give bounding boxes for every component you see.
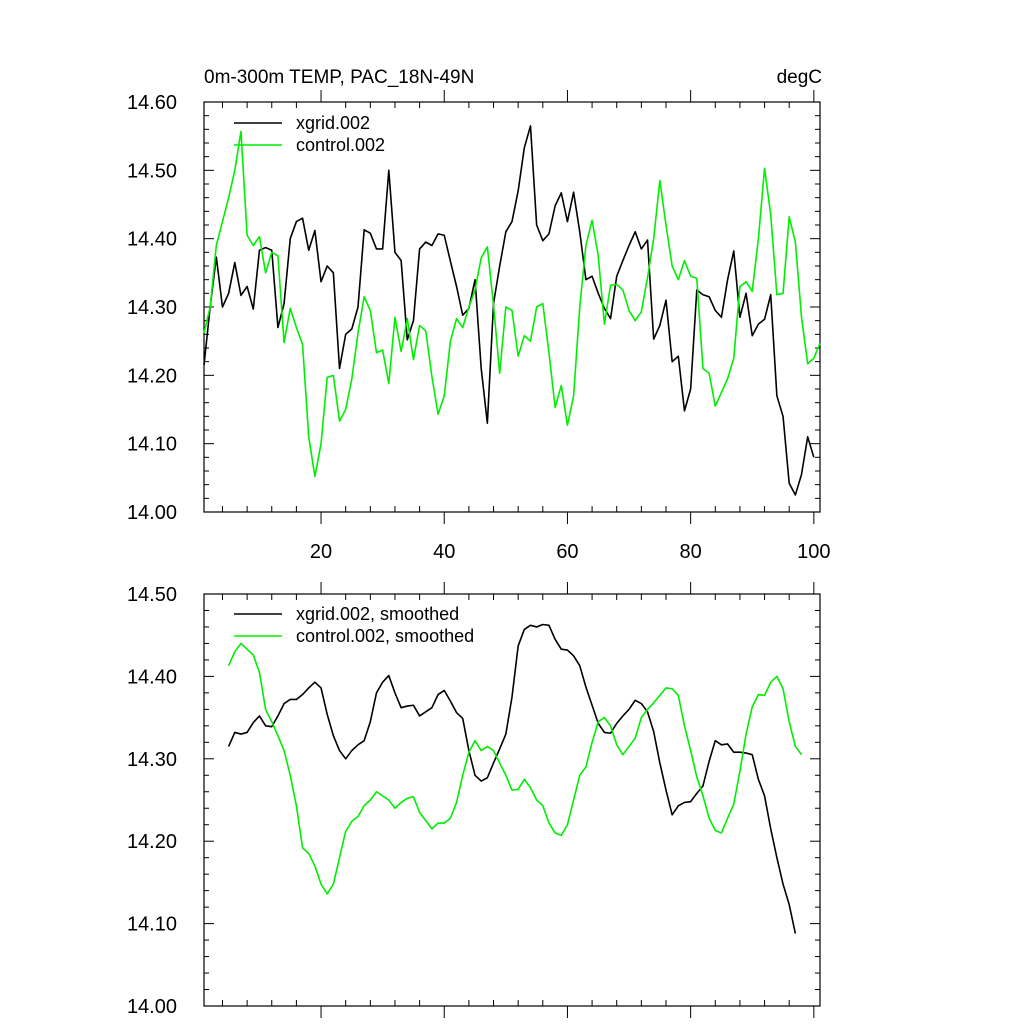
x-tick-label: 100 [797, 541, 830, 563]
y-tick-label: 14.50 [127, 584, 177, 606]
y-tick-label: 14.10 [127, 914, 177, 936]
axis-ticks [204, 582, 820, 1018]
plot-frame [203, 593, 821, 1007]
chart-panel-raw: 0m-300m TEMP, PAC_18N-49N degC 14.00 14.… [127, 67, 831, 563]
y-tick-label: 14.40 [127, 666, 177, 688]
y-axis-tick-labels: 14.00 14.10 14.20 14.30 14.40 14.50 [127, 584, 177, 1018]
y-axis-tick-labels: 14.00 14.10 14.20 14.30 14.40 14.50 14.6… [127, 92, 177, 524]
units-label: degC [777, 67, 822, 88]
x-axis-tick-labels: 20 40 60 80 100 [310, 541, 831, 563]
axis-ticks [204, 90, 820, 524]
chart-panel-smoothed: 14.00 14.10 14.20 14.30 14.40 14.50 xgri… [127, 582, 821, 1018]
plot-frame [203, 101, 821, 513]
y-tick-label: 14.20 [127, 831, 177, 853]
y-tick-label: 14.30 [127, 297, 177, 319]
series-lines [227, 623, 803, 934]
legend: xgrid.002 control.002 [234, 113, 385, 155]
series-line-control-002 [203, 130, 821, 478]
series-lines [203, 125, 821, 496]
legend: xgrid.002, smoothed control.002, smoothe… [234, 604, 474, 646]
legend-label-control-smoothed: control.002, smoothed [296, 626, 474, 646]
y-tick-label: 14.20 [127, 365, 177, 387]
legend-label-xgrid: xgrid.002 [296, 113, 370, 133]
y-tick-label: 14.60 [127, 92, 177, 114]
y-tick-label: 14.00 [127, 996, 177, 1018]
y-tick-label: 14.50 [127, 160, 177, 182]
x-tick-label: 20 [310, 541, 332, 563]
y-tick-label: 14.10 [127, 434, 177, 456]
legend-label-xgrid-smoothed: xgrid.002, smoothed [296, 604, 459, 624]
series-line-xgrid-002-smoothed [227, 623, 797, 934]
chart-title: 0m-300m TEMP, PAC_18N-49N [204, 67, 474, 88]
legend-label-control: control.002 [296, 135, 385, 155]
series-line-xgrid-002 [203, 125, 815, 496]
x-tick-label: 80 [680, 541, 702, 563]
y-tick-label: 14.40 [127, 229, 177, 251]
y-tick-label: 14.00 [127, 502, 177, 524]
x-tick-label: 60 [556, 541, 578, 563]
x-tick-label: 40 [433, 541, 455, 563]
series-line-control-002-smoothed [227, 642, 803, 895]
y-tick-label: 14.30 [127, 749, 177, 771]
